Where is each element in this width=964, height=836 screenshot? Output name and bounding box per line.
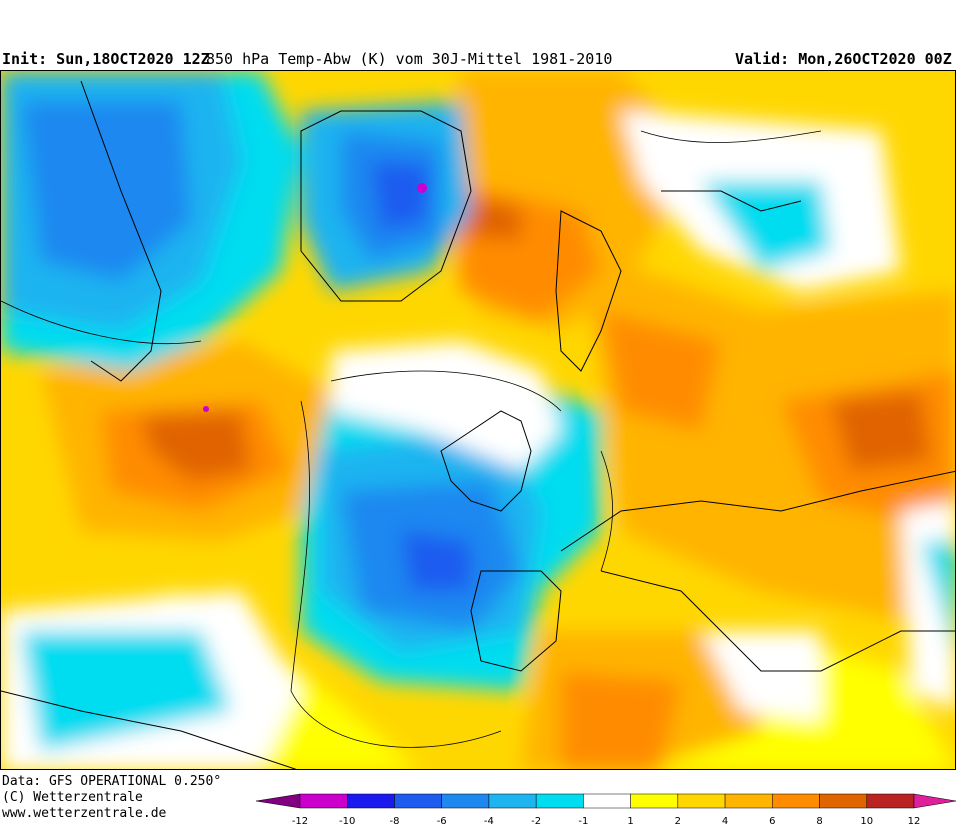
legend-swatch — [866, 793, 915, 809]
website-link[interactable]: www.wetterzentrale.de — [2, 806, 167, 821]
map-header: Init: Sun,18OCT2020 12Z 850 hPa Temp-Abw… — [0, 0, 964, 70]
init-time: Init: Sun,18OCT2020 12Z — [2, 50, 210, 68]
legend-tick-label: -2 — [531, 816, 541, 827]
legend-swatch — [583, 793, 631, 809]
legend-tick-label: 1 — [627, 816, 633, 827]
coastlines — [1, 80, 955, 769]
copyright: (C) Wetterzentrale — [2, 790, 143, 805]
legend-swatch — [299, 793, 348, 809]
cold-peak-marker — [417, 183, 427, 193]
legend-tick-label: 6 — [769, 816, 775, 827]
map-footer: Data: GFS OPERATIONAL 0.250° (C) Wetterz… — [0, 770, 964, 832]
anomaly-field — [1, 71, 955, 769]
legend-low-arrow — [255, 793, 301, 809]
legend-tick-label: 10 — [860, 816, 873, 827]
legend-tick-label: -6 — [437, 816, 447, 827]
legend-tick-label: -12 — [292, 816, 308, 827]
temperature-anomaly-map — [0, 70, 956, 770]
legend-high-arrow — [913, 793, 957, 809]
legend-tick-label: 2 — [675, 816, 681, 827]
legend-swatch — [772, 793, 820, 809]
contour-lines — [1, 130, 822, 748]
legend-tick-label: 8 — [816, 816, 822, 827]
valid-time: Valid: Mon,26OCT2020 00Z — [735, 50, 952, 68]
color-legend: -12 -10 -8 -6 -4 -2 -1 1 2 4 6 8 10 12 — [255, 792, 958, 832]
data-source: Data: GFS OPERATIONAL 0.250° — [2, 774, 222, 789]
legend-tick-label: 12 — [908, 816, 921, 827]
legend-swatch — [535, 793, 584, 809]
map-canvas — [1, 71, 955, 769]
legend-tick-label: 4 — [722, 816, 728, 827]
legend-swatch — [677, 793, 726, 809]
warm-peak-marker — [203, 406, 209, 412]
legend-swatch — [724, 793, 773, 809]
legend-tick-label: -8 — [389, 816, 399, 827]
map-title: 850 hPa Temp-Abw (K) vom 30J-Mittel 1981… — [206, 50, 613, 68]
legend-swatch — [819, 793, 868, 809]
legend-tick-label: -4 — [484, 816, 494, 827]
legend-swatch — [488, 793, 537, 809]
legend-tick-label: -1 — [578, 816, 588, 827]
legend-svg: -12 -10 -8 -6 -4 -2 -1 1 2 4 6 8 10 12 — [255, 793, 957, 827]
legend-swatch — [394, 793, 442, 809]
legend-swatch — [346, 793, 395, 809]
legend-tick-label: -10 — [339, 816, 355, 827]
legend-swatch — [441, 793, 490, 809]
legend-swatch — [630, 793, 679, 809]
